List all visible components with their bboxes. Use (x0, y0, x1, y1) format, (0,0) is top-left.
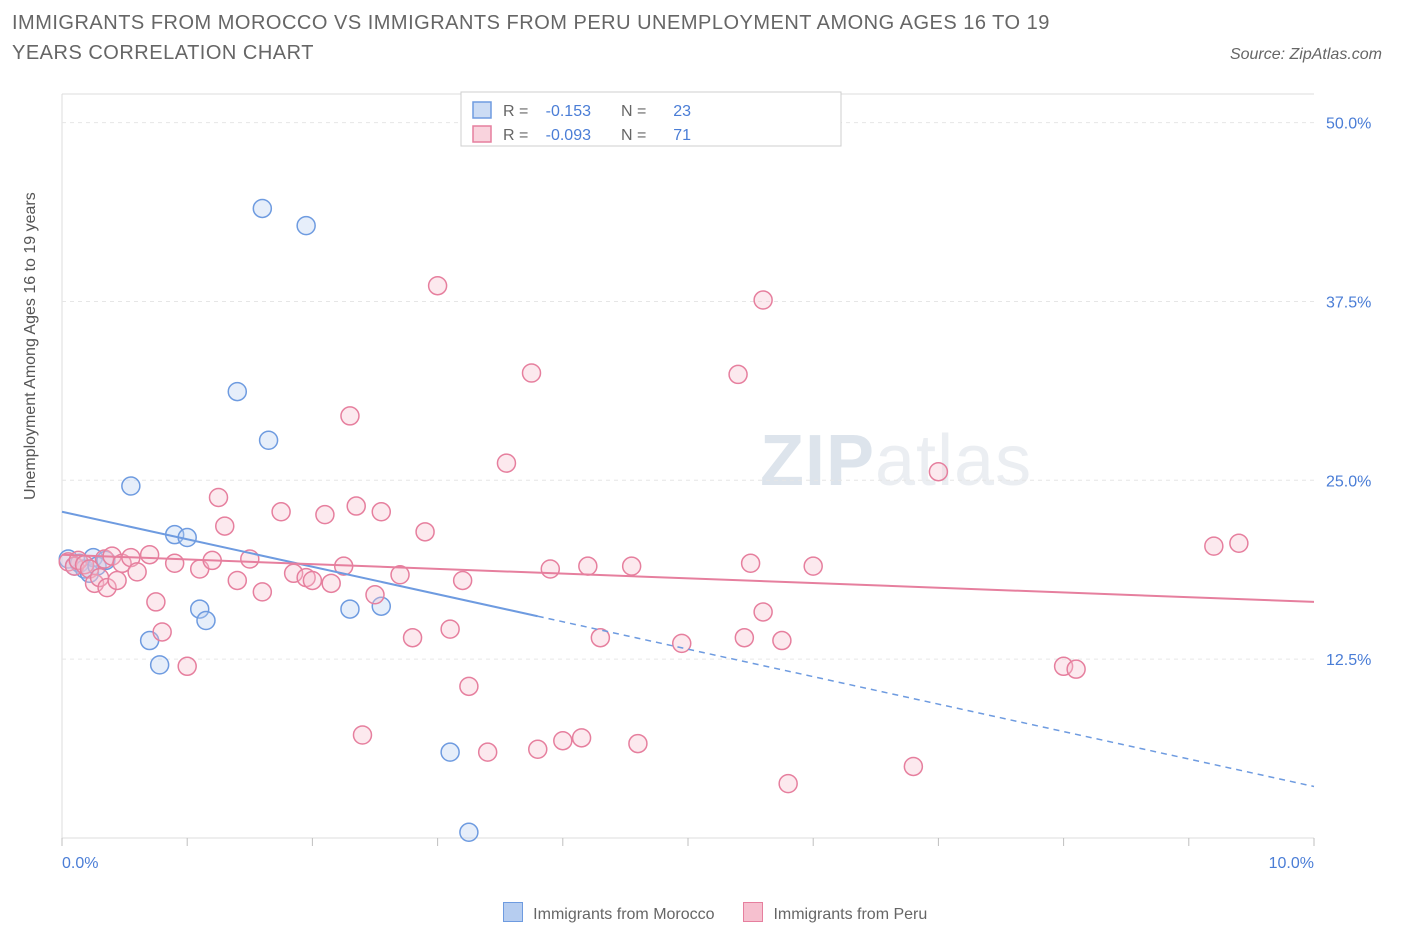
svg-text:23: 23 (673, 103, 691, 120)
legend-label-morocco: Immigrants from Morocco (533, 906, 714, 923)
svg-text:71: 71 (673, 127, 691, 144)
svg-text:25.0%: 25.0% (1326, 473, 1371, 490)
bottom-legend: Immigrants from Morocco Immigrants from … (0, 902, 1406, 924)
svg-text:50.0%: 50.0% (1326, 116, 1371, 133)
chart-title: IMMIGRANTS FROM MOROCCO VS IMMIGRANTS FR… (12, 8, 1112, 68)
scatter-chart: 12.5% 25.0% 37.5% 50.0% 0.0% 10.0% R = -0.153 N … (56, 88, 1386, 878)
svg-text:R =: R = (503, 127, 528, 144)
svg-text:-0.093: -0.093 (546, 127, 591, 144)
svg-text:-0.153: -0.153 (546, 103, 591, 120)
svg-text:37.5%: 37.5% (1326, 294, 1371, 311)
svg-text:0.0%: 0.0% (62, 855, 98, 872)
svg-text:10.0%: 10.0% (1269, 855, 1314, 872)
svg-text:12.5%: 12.5% (1326, 652, 1371, 669)
svg-text:N =: N = (621, 127, 646, 144)
legend-swatch-morocco (503, 902, 523, 922)
y-axis-label: Unemployment Among Ages 16 to 19 years (22, 192, 40, 500)
legend-label-peru: Immigrants from Peru (773, 906, 927, 923)
svg-text:R =: R = (503, 103, 528, 120)
source-attribution: Source: ZipAtlas.com (1230, 46, 1382, 64)
svg-text:N =: N = (621, 103, 646, 120)
chart-svg: 12.5% 25.0% 37.5% 50.0% 0.0% 10.0% R = -0.153 N … (56, 88, 1386, 878)
legend-swatch-peru (743, 902, 763, 922)
